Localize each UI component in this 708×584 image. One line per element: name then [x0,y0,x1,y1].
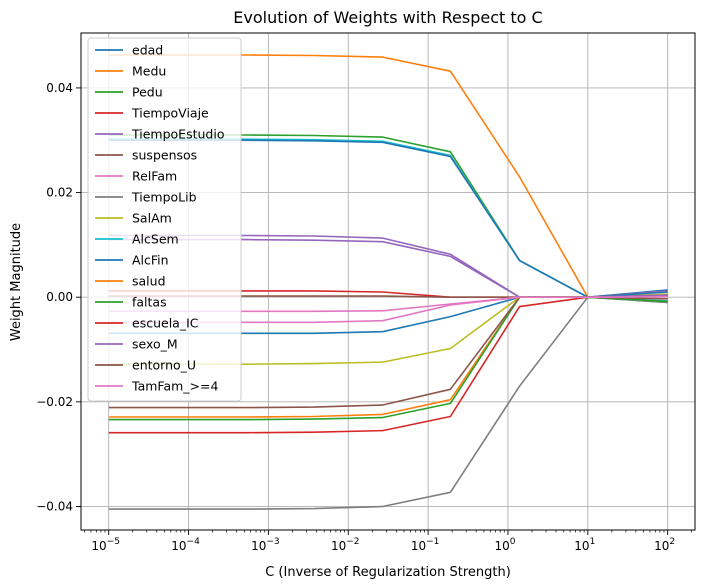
legend-label: TiempoViaje [131,106,209,121]
x-tick-label: 10−1 [411,537,440,553]
x-tick-label-base: 10 [251,539,266,553]
series-line-14 [108,294,668,434]
x-tick-label-base: 10 [171,539,186,553]
y-tick-label: 0.02 [46,186,73,200]
x-tick-label-base: 10 [494,539,509,553]
x-tick-label: 102 [654,537,675,553]
x-tick-label: 10−5 [91,537,120,553]
y-tick-label: 0.00 [46,290,73,304]
legend-label: edad [132,43,163,58]
legend-label: entorno_U [132,358,196,373]
y-tick-label: −0.04 [36,499,73,513]
x-tick-label-exponent: 0 [510,537,516,547]
legend-label: suspensos [132,148,197,163]
legend-label: TiempoLib [131,190,197,205]
legend-label: TiempoEstudio [131,127,224,142]
x-tick-label-exponent: 2 [669,537,675,547]
x-tick-label-exponent: −2 [346,537,359,547]
x-axis-title: C (Inverse of Regularization Strength) [265,565,511,580]
legend-label: salud [132,274,166,289]
legend-label: AlcFin [132,253,169,268]
x-tick-label-exponent: 1 [590,537,596,547]
x-tick-label-exponent: −4 [187,537,201,547]
legend-label: SalAm [132,211,172,226]
x-tick-label: 100 [494,537,515,553]
x-tick-label-base: 10 [331,539,346,553]
plot-frame [80,32,696,531]
y-axis-title: Weight Magnitude [9,223,24,341]
legend-label: TamFam_>=4 [131,379,218,394]
x-tick-label-exponent: −5 [107,537,120,547]
x-tick-label-base: 10 [411,539,426,553]
y-tick-label: −0.02 [36,395,73,409]
legend-label: Pedu [132,85,163,100]
series-line-8 [108,296,668,510]
x-tick-label: 101 [574,537,595,553]
x-tick-label-base: 10 [574,539,589,553]
x-tick-label: 10−4 [171,537,200,553]
axis-ticks: 10−5 10−4 10−3 10−2 10−1 100 101 1020.040.020.0… [36,81,693,553]
legend-label: RelFam [132,169,177,184]
legend-label: Medu [132,64,166,79]
x-tick-label: 10−3 [251,537,280,553]
legend-label: AlcSem [132,232,179,247]
legend-label: faltas [132,295,167,310]
legend-box [87,37,242,402]
legend-label: escuela_IC [132,316,199,331]
chart-title: Evolution of Weights with Respect to C [233,8,542,27]
x-tick-label-exponent: −1 [426,537,439,547]
x-tick-label-base: 10 [654,539,669,553]
y-tick-label: 0.04 [46,81,73,95]
legend-label: sexo_M [132,337,178,352]
x-tick-label: 10−2 [331,537,360,553]
x-tick-label-base: 10 [91,539,106,553]
x-tick-label-exponent: −3 [266,537,279,547]
legend: edad Medu Pedu TiempoViaje TiempoEstudio susp… [87,37,242,402]
